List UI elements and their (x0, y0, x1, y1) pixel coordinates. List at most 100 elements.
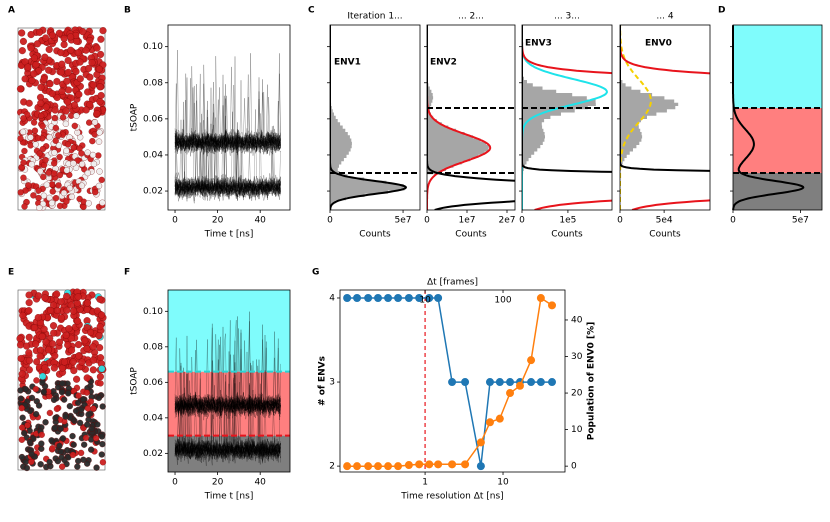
atom (33, 377, 40, 384)
atom (18, 29, 26, 37)
atom (25, 333, 33, 341)
atom (46, 306, 55, 314)
atom (34, 314, 42, 322)
atom (95, 332, 103, 340)
series-point (384, 293, 393, 302)
series-point (394, 462, 403, 471)
atom (36, 150, 43, 157)
x-tick-label: 1e7 (459, 216, 476, 226)
atom (59, 435, 67, 442)
atom (59, 380, 66, 387)
atom (64, 98, 72, 106)
atom (58, 389, 66, 396)
atom (18, 370, 26, 378)
series-point (374, 293, 383, 302)
atom (45, 45, 53, 54)
atom (99, 27, 107, 35)
atom (28, 394, 36, 402)
atom (93, 44, 101, 52)
atom (25, 349, 33, 357)
atom (39, 372, 47, 380)
atom (25, 307, 33, 315)
atom (86, 101, 94, 109)
atom (86, 36, 94, 45)
atom (41, 294, 49, 302)
atom (79, 28, 87, 36)
atom (49, 322, 58, 330)
env-label: ENV1 (334, 58, 361, 68)
atom (57, 314, 65, 322)
atom (37, 99, 45, 107)
x-tick-label: 20 (212, 216, 224, 226)
y-axis-label: # of ENVs (318, 356, 328, 406)
series-point (364, 293, 373, 302)
atom (18, 436, 26, 443)
x-tick-label: 40 (254, 216, 266, 226)
trajectory-trace (174, 176, 281, 201)
series-point (536, 378, 545, 387)
atom (76, 58, 84, 66)
env-band (733, 108, 822, 173)
atom (41, 364, 49, 372)
atom (27, 44, 35, 52)
atom (30, 192, 37, 199)
series-point (506, 389, 515, 398)
x-tick-label: 10 (497, 478, 509, 488)
trajectory-trace (174, 393, 281, 420)
series-point (374, 462, 383, 471)
env-band (733, 173, 822, 210)
x-tick-label: 0 (424, 216, 430, 226)
x-tick-label: 1 (422, 478, 428, 488)
atom (38, 332, 46, 341)
atom (21, 147, 28, 155)
atom (82, 106, 90, 114)
atom (19, 424, 26, 431)
atom (70, 160, 77, 167)
x-axis-label: Counts (551, 230, 583, 240)
y2-axis-label: Population of ENV0 [%] (587, 322, 597, 440)
panel-title: ... 3... (554, 12, 580, 22)
atom (39, 145, 47, 153)
atom (71, 122, 78, 129)
atom (96, 354, 105, 362)
hist-group (330, 25, 408, 210)
atom (95, 138, 103, 145)
atom (95, 394, 103, 402)
atom (55, 29, 63, 37)
atom (96, 98, 104, 106)
atom (57, 298, 65, 306)
atom (62, 331, 70, 339)
atom (97, 91, 105, 100)
atom (64, 447, 71, 454)
series-point (485, 378, 494, 387)
atom (83, 389, 91, 396)
atom (99, 403, 106, 410)
x-tick-label: 40 (254, 478, 266, 488)
atom (40, 75, 48, 83)
atom (52, 137, 59, 144)
x-axis-label: Counts (359, 230, 391, 240)
atom (38, 112, 45, 119)
histogram (620, 25, 679, 210)
atom (84, 149, 91, 156)
atom (30, 119, 38, 126)
atom (82, 434, 90, 442)
atom (55, 338, 64, 346)
atom (56, 171, 64, 179)
atom (42, 338, 50, 346)
atom (49, 445, 56, 452)
atom (99, 440, 106, 448)
atom (31, 324, 39, 332)
axes-frame (339, 289, 566, 473)
atom (25, 299, 33, 307)
atom (32, 385, 40, 393)
atom (84, 405, 92, 412)
atom (84, 460, 91, 467)
atom (84, 88, 92, 96)
series-point (384, 462, 393, 471)
histogram (522, 25, 596, 210)
atom (81, 441, 88, 448)
atom (46, 458, 53, 466)
y2-tick-label: 10 (571, 425, 583, 435)
atom (76, 75, 84, 83)
